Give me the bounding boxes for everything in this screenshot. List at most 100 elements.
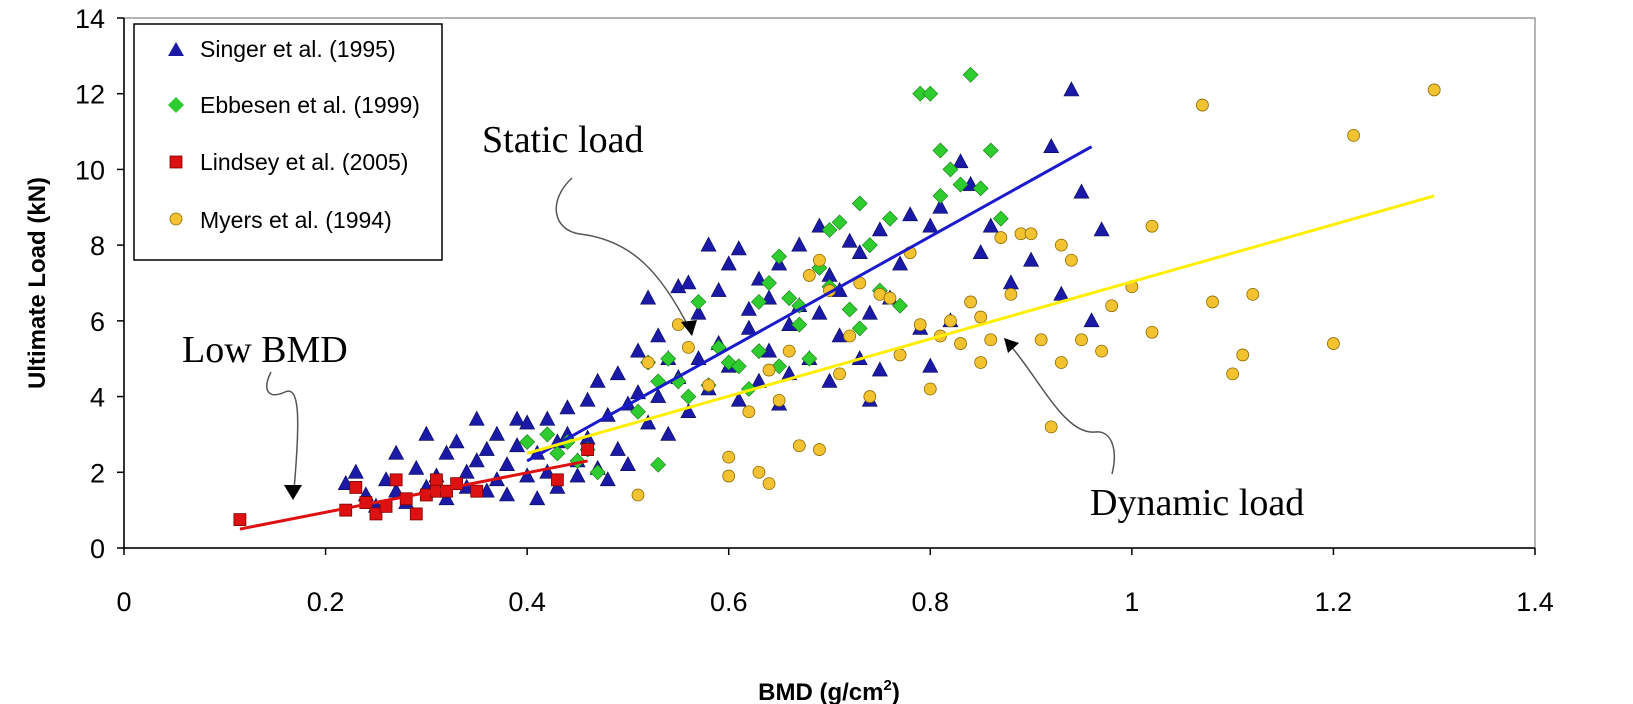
point-myers bbox=[1095, 344, 1109, 358]
point-myers bbox=[813, 443, 826, 456]
point-myers bbox=[1044, 420, 1058, 434]
y-tick-label: 0 bbox=[90, 534, 105, 564]
point-myers bbox=[833, 367, 846, 381]
axis-ticks: 0 0.2 0.4 0.6 0.8 1 1.2 1.4 0 2 4 6 8 10 12 14 bbox=[75, 4, 1554, 617]
point-singer bbox=[680, 403, 697, 419]
point-ebbesen bbox=[841, 301, 858, 318]
low-bmd-arrow bbox=[266, 371, 299, 491]
point-ebbesen bbox=[650, 456, 667, 473]
point-ebbesen bbox=[680, 388, 697, 405]
point-singer bbox=[498, 456, 515, 472]
point-lindsey bbox=[369, 507, 383, 521]
point-lindsey bbox=[470, 484, 484, 498]
point-singer bbox=[851, 244, 868, 260]
point-singer bbox=[448, 433, 465, 449]
point-singer bbox=[418, 425, 435, 441]
point-singer bbox=[438, 490, 455, 506]
x-axis-title-close: ) bbox=[892, 679, 900, 704]
y-tick-label: 2 bbox=[90, 458, 105, 488]
legend-box bbox=[133, 23, 443, 261]
point-ebbesen bbox=[771, 248, 788, 265]
x-tick-label: 0 bbox=[116, 587, 131, 617]
legend-label-myers: Myers et al. (1994) bbox=[200, 207, 392, 233]
point-singer bbox=[730, 240, 747, 256]
point-singer bbox=[519, 467, 536, 483]
point-singer bbox=[710, 281, 727, 297]
point-ebbesen bbox=[952, 176, 969, 193]
x-tick-label: 1.4 bbox=[1516, 587, 1554, 617]
point-singer bbox=[650, 327, 667, 343]
point-singer bbox=[478, 440, 495, 456]
point-singer bbox=[932, 198, 949, 214]
point-singer bbox=[972, 244, 989, 260]
point-myers bbox=[1196, 98, 1209, 112]
point-singer bbox=[690, 304, 707, 320]
point-singer bbox=[468, 452, 485, 468]
point-myers bbox=[782, 344, 796, 358]
point-singer bbox=[700, 236, 717, 252]
point-myers bbox=[702, 378, 715, 392]
point-singer bbox=[650, 387, 667, 403]
point-singer bbox=[1023, 251, 1040, 267]
point-myers bbox=[1054, 238, 1068, 252]
point-myers bbox=[1246, 287, 1260, 301]
point-myers bbox=[883, 291, 897, 305]
x-tick-label: 0.8 bbox=[912, 587, 950, 617]
low-bmd-arrowhead bbox=[284, 485, 302, 500]
point-myers bbox=[1427, 83, 1441, 97]
point-singer bbox=[488, 425, 505, 441]
point-ebbesen bbox=[801, 350, 818, 367]
y-axis-title: Ultimate Load (kN) bbox=[24, 177, 51, 389]
static-load-arrowhead bbox=[681, 320, 697, 336]
point-singer bbox=[660, 425, 677, 441]
x-tick-label: 0.2 bbox=[307, 587, 345, 617]
static-load-arrow bbox=[555, 177, 691, 331]
y-tick-label: 14 bbox=[75, 4, 105, 34]
fit-line-myers bbox=[526, 194, 1435, 455]
point-singer bbox=[539, 410, 556, 426]
point-myers bbox=[813, 253, 826, 267]
point-ebbesen bbox=[892, 297, 908, 314]
point-ebbesen bbox=[942, 161, 959, 178]
x-tick-label: 0.4 bbox=[508, 587, 546, 617]
point-singer bbox=[791, 236, 808, 252]
point-myers bbox=[974, 310, 988, 324]
point-singer bbox=[599, 471, 616, 487]
point-ebbesen bbox=[972, 180, 989, 197]
point-singer bbox=[388, 444, 405, 460]
point-myers bbox=[994, 231, 1008, 244]
point-ebbesen bbox=[851, 320, 868, 337]
annotation-arrows bbox=[266, 177, 1116, 491]
point-singer bbox=[730, 391, 747, 407]
dynamic-load-arrowhead bbox=[1004, 338, 1019, 353]
dynamic-load-arrow bbox=[1009, 344, 1116, 475]
point-ebbesen bbox=[781, 290, 798, 307]
point-myers bbox=[762, 363, 776, 377]
point-myers bbox=[682, 340, 695, 354]
point-myers bbox=[722, 469, 736, 483]
point-myers bbox=[631, 488, 645, 502]
point-singer bbox=[630, 342, 647, 358]
point-myers bbox=[974, 356, 988, 369]
x-tick-label: 0.6 bbox=[710, 587, 748, 617]
point-singer bbox=[952, 153, 969, 169]
point-ebbesen bbox=[549, 445, 566, 462]
point-singer bbox=[549, 478, 566, 494]
point-singer bbox=[347, 463, 364, 479]
point-singer bbox=[922, 357, 939, 373]
point-ebbesen bbox=[539, 426, 556, 443]
point-myers bbox=[984, 333, 998, 347]
point-myers bbox=[772, 393, 786, 407]
point-singer bbox=[640, 289, 657, 305]
point-singer bbox=[740, 319, 757, 335]
point-singer bbox=[720, 255, 737, 271]
point-singer bbox=[1073, 183, 1090, 199]
point-ebbesen bbox=[982, 142, 999, 159]
point-lindsey bbox=[409, 507, 423, 521]
point-singer bbox=[619, 456, 636, 472]
point-myers bbox=[752, 465, 766, 479]
point-ebbesen bbox=[922, 85, 939, 102]
point-singer bbox=[609, 440, 626, 456]
point-myers bbox=[1145, 325, 1159, 339]
x-axis-title-superscript: 2 bbox=[884, 677, 892, 694]
